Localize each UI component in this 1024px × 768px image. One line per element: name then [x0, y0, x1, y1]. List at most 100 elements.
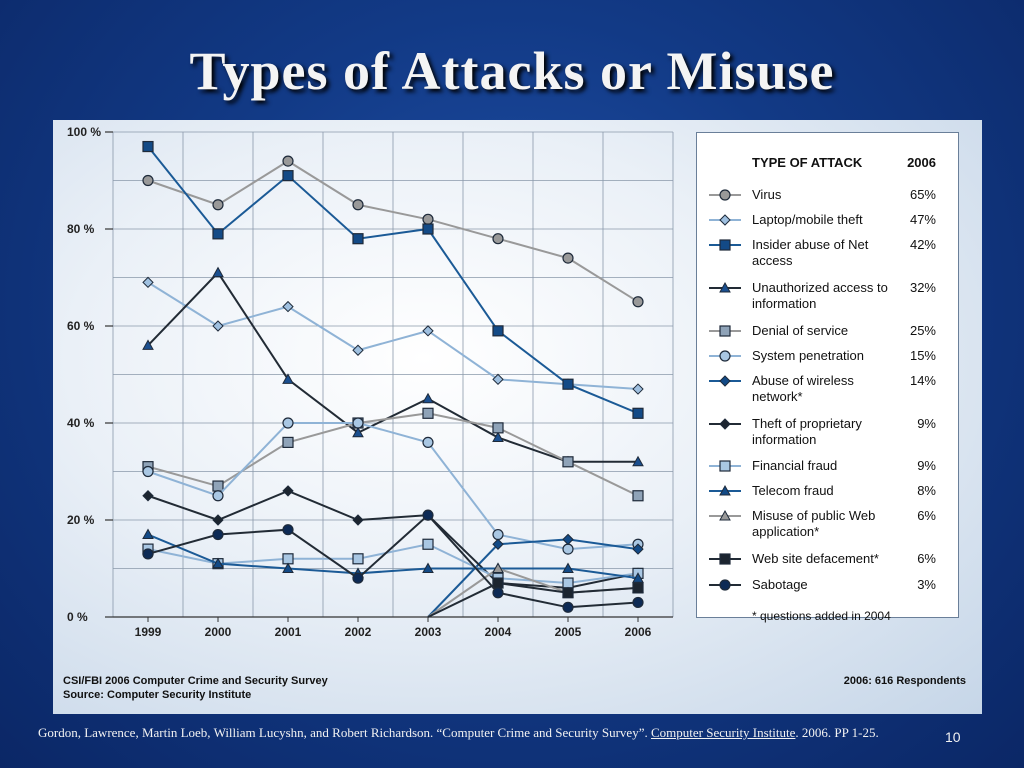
legend-value-financial-fraud: 9%: [917, 458, 936, 473]
point-laptop-mobile-theft: [282, 300, 294, 313]
x-tick-label: 2001: [275, 625, 302, 639]
legend-value-system-penetration: 15%: [909, 348, 936, 363]
point-denial-of-service: [562, 456, 574, 468]
legend-value-insider-abuse-of-net-access: 42%: [909, 237, 936, 252]
legend-label-abuse-of-wireless-network: Abuse of wireless network*: [752, 373, 854, 404]
series-line-theft-of-proprietary-information: [147, 489, 639, 589]
legend-swatch-marker-denial-of-service: [719, 325, 731, 337]
citation-link[interactable]: Computer Security Institute: [650, 725, 796, 740]
legend-label-system-penetration: System penetration: [752, 348, 865, 363]
legend-swatch-marker-misuse-of-public-web-application: [719, 509, 731, 521]
point-sabotage: [632, 596, 644, 609]
point-unauthorized-access-to-information: [282, 373, 294, 384]
point-web-site-defacement: [492, 577, 504, 589]
point-unauthorized-access-to-information: [422, 392, 434, 404]
legend-value-laptop-mobile-theft: 47%: [909, 212, 936, 227]
legend-header-type: TYPE OF ATTACK: [752, 155, 863, 170]
point-unauthorized-access-to-information: [212, 266, 224, 278]
point-financial-fraud: [562, 577, 574, 589]
legend-value-misuse-of-public-web-application: 6%: [917, 508, 936, 523]
point-denial-of-service: [212, 480, 224, 492]
x-tick-label: 2000: [205, 625, 232, 639]
legend-label-financial-fraud: Financial fraud: [752, 458, 838, 473]
respondents-note: 2006: 616 Respondents: [843, 675, 966, 687]
x-tick-label: 2004: [485, 625, 512, 639]
point-virus: [282, 155, 294, 167]
point-virus: [492, 233, 504, 245]
point-laptop-mobile-theft: [492, 373, 504, 386]
point-sabotage: [282, 524, 294, 536]
point-insider-abuse-of-net-access: [352, 233, 364, 245]
legend-value-theft-of-proprietary-information: 9%: [917, 416, 936, 431]
point-theft-of-proprietary-information: [212, 514, 224, 526]
legend-label-telecom-fraud: Telecom fraud: [752, 483, 834, 498]
series-line-sabotage: [147, 513, 639, 609]
legend-label-misuse-of-public-web-application: Misuse of public Web application*: [752, 508, 876, 539]
source-line-2: Source: Computer Security Institute: [63, 689, 252, 701]
series-line-abuse-of-wireless-network: [427, 538, 639, 618]
x-tick-label: 2005: [555, 625, 582, 639]
point-sabotage: [562, 601, 574, 613]
series-line-denial-of-service: [147, 412, 639, 497]
series-line-web-site-defacement: [427, 582, 639, 618]
series-line-system-penetration: [147, 422, 639, 551]
point-insider-abuse-of-net-access: [212, 228, 224, 240]
point-system-penetration: [352, 417, 364, 429]
point-denial-of-service: [492, 422, 504, 434]
point-unauthorized-access-to-information: [352, 426, 364, 438]
legend-label-insider-abuse-of-net-access: Insider abuse of Net access: [752, 237, 869, 268]
point-insider-abuse-of-net-access: [562, 378, 574, 390]
legend-value-denial-of-service: 25%: [909, 323, 936, 338]
line-chart: 1999 2000 2001 2002 2003 2004 2005 2006 0 % 20 % 4…: [67, 125, 674, 639]
legend-label-web-site-defacement: Web site defacement*: [752, 551, 879, 566]
point-denial-of-service: [632, 490, 644, 502]
legend-swatch-marker-laptop-mobile-theft: [719, 214, 731, 226]
legend-swatch-marker-virus: [719, 189, 731, 201]
point-virus: [632, 296, 644, 308]
point-denial-of-service: [422, 407, 434, 419]
point-system-penetration: [562, 543, 574, 555]
point-unauthorized-access-to-information: [142, 339, 154, 350]
y-tick-label: 0 %: [67, 610, 88, 624]
point-misuse-of-public-web-application: [492, 562, 504, 573]
legend-value-web-site-defacement: 6%: [917, 551, 936, 566]
point-theft-of-proprietary-information: [352, 514, 364, 526]
legend-markers: [709, 189, 741, 591]
series-line-insider-abuse-of-net-access: [147, 145, 639, 415]
point-financial-fraud: [352, 553, 364, 565]
citation-tail: . 2006. PP 1-25.: [795, 725, 879, 740]
legend-swatch-marker-sabotage: [719, 579, 731, 591]
legend-value-telecom-fraud: 8%: [917, 483, 936, 498]
legend-swatch-marker-abuse-of-wireless-network: [719, 375, 731, 387]
series-line-financial-fraud: [147, 543, 639, 585]
point-insider-abuse-of-net-access: [282, 170, 294, 182]
y-tick-label: 20 %: [67, 513, 95, 527]
y-tick-label: 80 %: [67, 222, 95, 236]
point-insider-abuse-of-net-access: [142, 140, 154, 153]
point-virus: [422, 213, 434, 225]
point-system-penetration: [282, 417, 294, 429]
page-number: 10: [945, 729, 961, 745]
legend-value-virus: 65%: [909, 187, 936, 202]
legend-swatch-marker-theft-of-proprietary-information: [719, 418, 731, 430]
legend-note: * questions added in 2004: [752, 609, 891, 623]
legend-swatch-marker-insider-abuse-of-net-access: [719, 239, 731, 251]
point-unauthorized-access-to-information: [492, 431, 504, 443]
point-telecom-fraud: [212, 557, 224, 569]
legend-label-laptop-mobile-theft: Laptop/mobile theft: [752, 212, 863, 227]
point-insider-abuse-of-net-access: [422, 223, 434, 235]
series-line-virus: [147, 159, 639, 303]
point-system-penetration: [212, 490, 224, 502]
legend-label-theft-of-proprietary-information: Theft of proprietary information: [752, 416, 862, 447]
point-virus: [142, 174, 154, 187]
point-unauthorized-access-to-information: [632, 455, 644, 467]
legend-label-virus: Virus: [752, 187, 782, 202]
point-theft-of-proprietary-information: [282, 485, 294, 497]
point-system-penetration: [422, 436, 434, 448]
legend-value-sabotage: 3%: [917, 577, 936, 592]
point-theft-of-proprietary-information: [142, 490, 154, 502]
legend-swatch-marker-financial-fraud: [719, 460, 731, 472]
point-sabotage: [352, 572, 364, 584]
series-line-telecom-fraud: [147, 533, 639, 580]
survey-figure: 1999 2000 2001 2002 2003 2004 2005 2006 0 % 20 % 4…: [53, 120, 982, 714]
